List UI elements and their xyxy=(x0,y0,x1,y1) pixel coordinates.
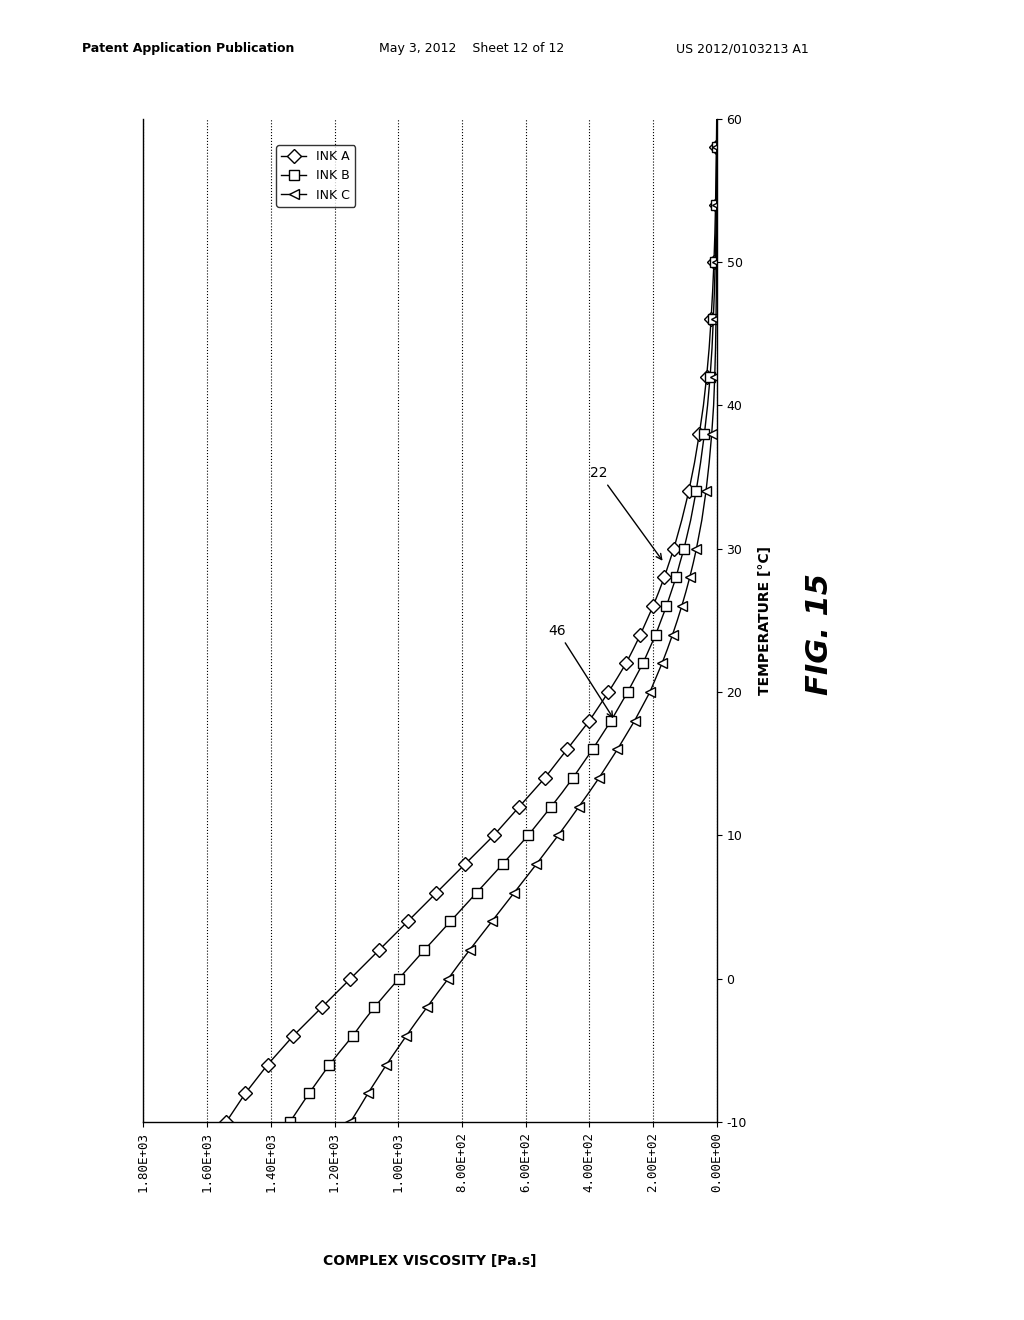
Legend: INK A, INK B, INK C: INK A, INK B, INK C xyxy=(276,145,355,207)
Text: 22: 22 xyxy=(590,466,662,560)
Text: US 2012/0103213 A1: US 2012/0103213 A1 xyxy=(676,42,809,55)
Text: May 3, 2012    Sheet 12 of 12: May 3, 2012 Sheet 12 of 12 xyxy=(379,42,564,55)
Y-axis label: TEMPERATURE [°C]: TEMPERATURE [°C] xyxy=(758,546,772,694)
X-axis label: COMPLEX VISCOSITY [Pa.s]: COMPLEX VISCOSITY [Pa.s] xyxy=(324,1254,537,1269)
Text: FIG. 15: FIG. 15 xyxy=(805,573,834,694)
Text: Patent Application Publication: Patent Application Publication xyxy=(82,42,294,55)
Text: 46: 46 xyxy=(549,624,612,717)
